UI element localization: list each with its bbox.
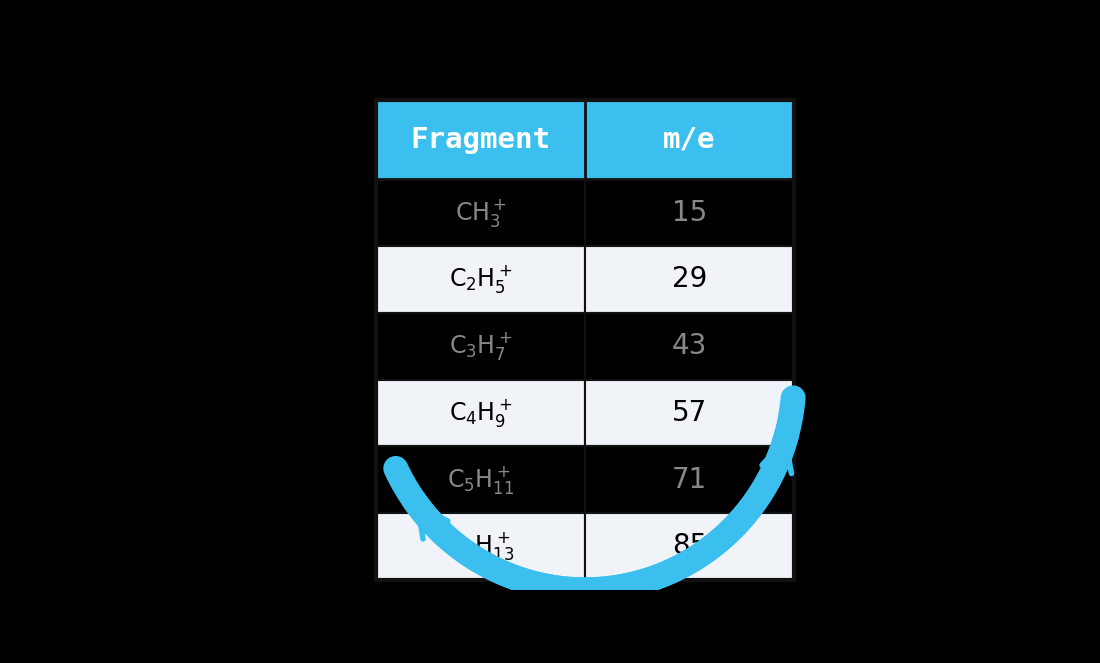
Text: 57: 57	[672, 399, 707, 427]
Text: Fragment: Fragment	[410, 125, 551, 154]
Bar	[376, 446, 585, 513]
Bar	[376, 100, 794, 179]
Text: C$_2$H$_5^+$: C$_2$H$_5^+$	[449, 263, 513, 295]
Bar	[585, 513, 794, 580]
Bar	[376, 379, 585, 446]
Text: CH$_3^+$: CH$_3^+$	[454, 196, 507, 229]
Bar	[376, 313, 585, 379]
Text: 29: 29	[672, 265, 707, 293]
Text: C$_3$H$_7^+$: C$_3$H$_7^+$	[449, 330, 513, 362]
Text: 71: 71	[672, 465, 707, 494]
Bar	[376, 513, 585, 580]
Text: C$_4$H$_9^+$: C$_4$H$_9^+$	[449, 397, 513, 429]
Text: 85: 85	[672, 532, 707, 560]
Bar	[585, 446, 794, 513]
Bar	[376, 100, 794, 580]
Text: C$_6$H$_{13}^+$: C$_6$H$_{13}^+$	[447, 530, 515, 562]
Bar	[376, 246, 585, 313]
Bar	[585, 313, 794, 379]
Text: C$_5$H$_{11}^+$: C$_5$H$_{11}^+$	[447, 463, 515, 496]
Bar	[585, 179, 794, 246]
Bar	[585, 246, 794, 313]
Bar	[376, 179, 585, 246]
Text: 15: 15	[672, 198, 707, 227]
Text: m/e: m/e	[663, 125, 716, 154]
Bar	[585, 379, 794, 446]
Text: 43: 43	[672, 332, 707, 360]
